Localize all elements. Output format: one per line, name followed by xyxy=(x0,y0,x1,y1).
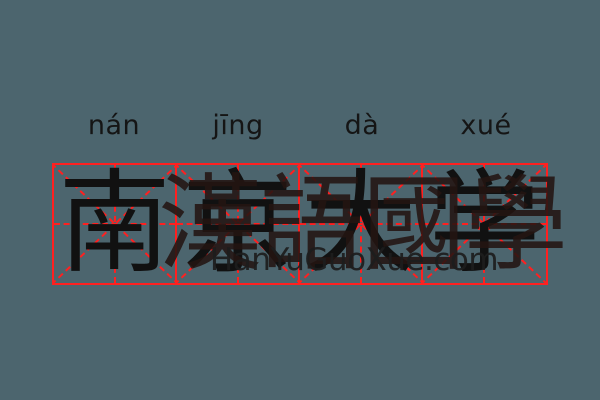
pinyin-row: nán jīng dà xué xyxy=(52,100,548,150)
pinyin-da: dà xyxy=(344,109,380,141)
character-da: 大 xyxy=(304,165,417,283)
grid-cell-nan: 南 xyxy=(54,165,177,283)
character-nan: 南 xyxy=(58,165,171,283)
pinyin-xue: xué xyxy=(460,109,512,141)
grid-cell-xue: 学 xyxy=(423,165,546,283)
pinyin-nan: nán xyxy=(87,109,141,141)
character-grid: 南 京 大 学 xyxy=(52,163,548,285)
pinyin-jing: jīng xyxy=(212,109,264,141)
grid-cell-da: 大 xyxy=(300,165,423,283)
grid-cell-jing: 京 xyxy=(177,165,300,283)
character-jing: 京 xyxy=(181,165,294,283)
character-xue: 学 xyxy=(428,165,541,283)
